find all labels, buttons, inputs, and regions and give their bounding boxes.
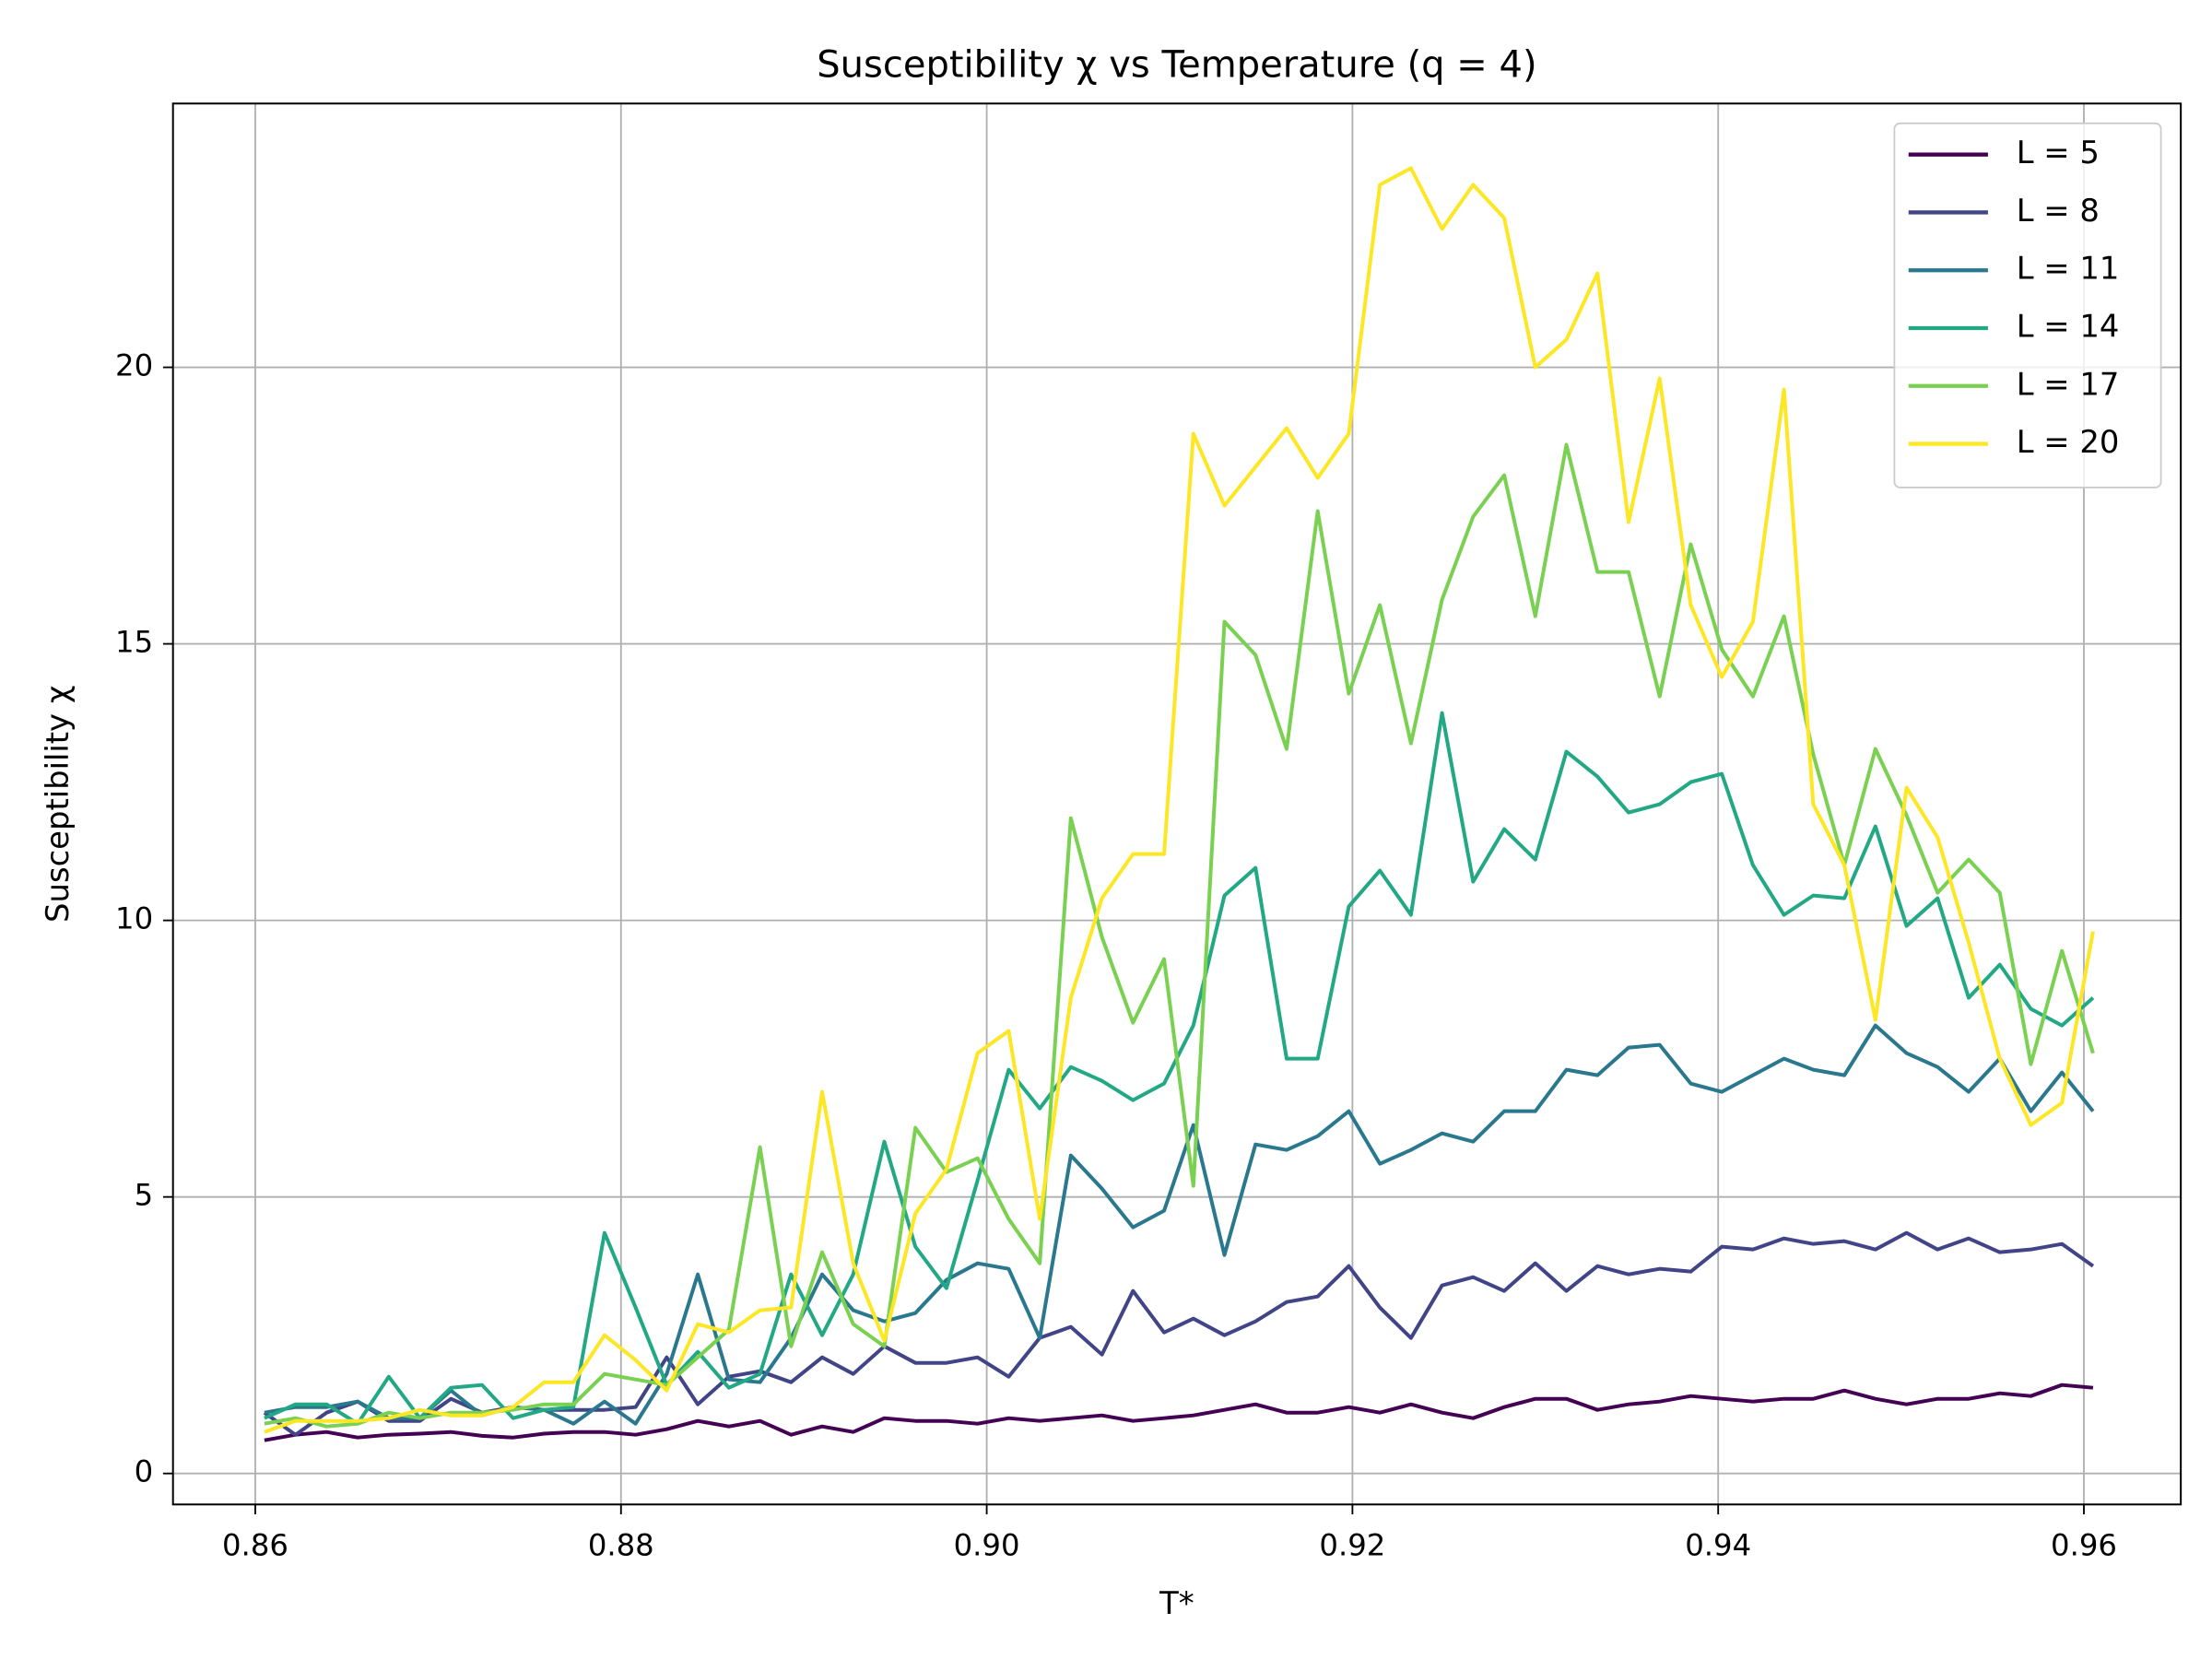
legend-label: L = 20 xyxy=(2017,424,2120,460)
legend-label: L = 17 xyxy=(2017,366,2120,402)
x-tick-label: 0.88 xyxy=(588,1527,654,1562)
x-tick-label: 0.92 xyxy=(1319,1527,1385,1562)
legend-label: L = 5 xyxy=(2017,135,2100,171)
plot-frame xyxy=(171,102,2183,1506)
legend-label: L = 14 xyxy=(2017,308,2120,344)
y-tick-label: 20 xyxy=(115,348,153,383)
y-tick-label: 10 xyxy=(115,901,153,936)
x-tick-label: 0.94 xyxy=(1685,1527,1751,1562)
series-line xyxy=(264,442,2095,1429)
y-tick-label: 15 xyxy=(115,625,153,660)
series-line xyxy=(264,711,2095,1426)
series-line xyxy=(264,166,2095,1434)
x-tick-label: 0.96 xyxy=(2051,1527,2117,1562)
y-axis-label: Susceptibility χ xyxy=(40,686,76,923)
x-tick-label: 0.90 xyxy=(954,1527,1020,1562)
legend-label: L = 11 xyxy=(2017,251,2120,287)
x-tick-label: 0.86 xyxy=(222,1527,288,1562)
series-line xyxy=(263,1230,2095,1437)
legend-label: L = 8 xyxy=(2017,193,2100,229)
series-line xyxy=(264,1023,2095,1426)
y-tick-label: 0 xyxy=(135,1454,154,1489)
chart-title: Susceptibility χ vs Temperature (q = 4) xyxy=(817,43,1536,86)
x-axis-label: T* xyxy=(1159,1585,1194,1621)
y-tick-label: 5 xyxy=(135,1178,154,1213)
series-line xyxy=(264,1382,2094,1442)
